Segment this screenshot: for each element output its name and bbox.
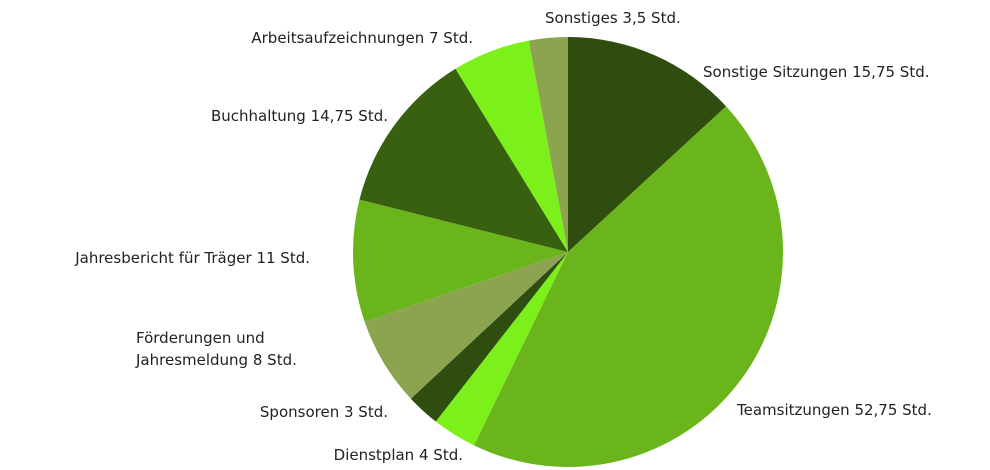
category-name: Förderungen und Jahresmeldung xyxy=(136,329,265,369)
slice-label: Dienstplan 4 Std. xyxy=(334,444,463,466)
pie-slice xyxy=(528,37,568,252)
pie-slice xyxy=(353,199,568,322)
value-label: 52,75 Std. xyxy=(854,401,932,419)
slice-label: Arbeitsaufzeichnungen 7 Std. xyxy=(251,27,473,49)
category-name: Sponsoren xyxy=(259,403,340,421)
category-name: Sonstiges xyxy=(545,9,618,27)
category-name: Sonstige Sitzungen xyxy=(703,63,848,81)
slice-label: Förderungen und Jahresmeldung 8 Std. xyxy=(136,327,336,371)
value-label: 3 Std. xyxy=(343,403,388,421)
pie-slice xyxy=(364,252,568,399)
value-label: 15,75 Std. xyxy=(852,63,930,81)
pie-slice xyxy=(410,252,568,422)
category-name: Jahresbericht für Träger xyxy=(75,249,252,267)
category-name: Dienstplan xyxy=(333,446,415,464)
value-label: 8 Std. xyxy=(252,351,297,369)
pie-slice xyxy=(455,40,568,252)
slice-label: Sonstige Sitzungen 15,75 Std. xyxy=(703,61,930,83)
value-label: 14,75 Std. xyxy=(310,107,388,125)
pie-slice xyxy=(435,252,568,446)
pie-slice xyxy=(359,68,568,252)
value-label: 7 Std. xyxy=(428,29,473,47)
slice-label: Sonstiges 3,5 Std. xyxy=(545,7,681,29)
value-label: 4 Std. xyxy=(418,446,463,464)
pie-slice xyxy=(568,37,727,252)
value-label: 3,5 Std. xyxy=(622,9,681,27)
category-name: Arbeitsaufzeichnungen xyxy=(251,29,425,47)
slice-label: Sponsoren 3 Std. xyxy=(260,401,388,423)
category-name: Buchhaltung xyxy=(210,107,306,125)
pie-slice xyxy=(473,106,784,468)
value-label: 11 Std. xyxy=(256,249,310,267)
slice-label: Buchhaltung 14,75 Std. xyxy=(211,105,388,127)
slice-label: Jahresbericht für Träger 11 Std. xyxy=(75,247,310,269)
category-name: Teamsitzungen xyxy=(737,401,850,419)
slice-label: Teamsitzungen 52,75 Std. xyxy=(737,399,932,421)
